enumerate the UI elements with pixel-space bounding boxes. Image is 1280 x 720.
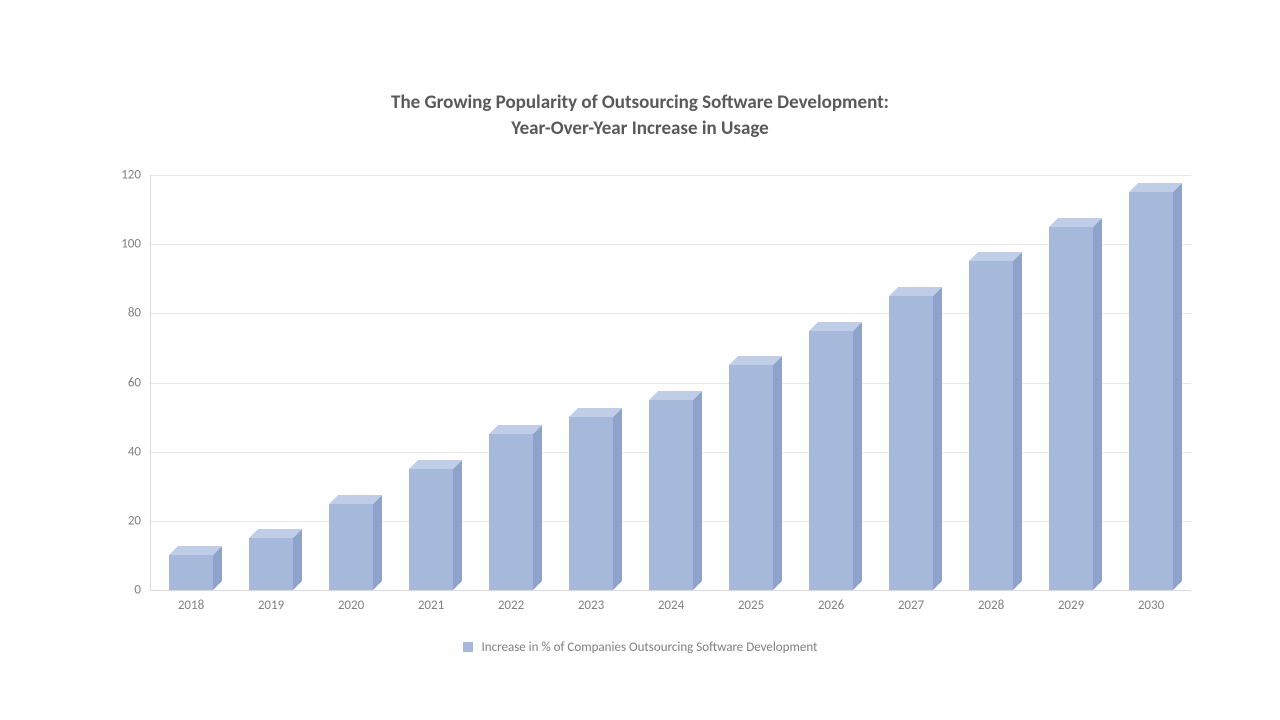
bar-top bbox=[809, 322, 862, 331]
legend-swatch bbox=[463, 642, 473, 652]
x-tick-label: 2026 bbox=[818, 598, 844, 613]
bar bbox=[169, 555, 213, 590]
bar-front bbox=[809, 331, 853, 590]
bar-front bbox=[329, 504, 373, 590]
bar bbox=[409, 469, 453, 590]
gridline bbox=[151, 175, 1191, 176]
x-tick-label: 2022 bbox=[498, 598, 524, 613]
y-tick-label: 120 bbox=[121, 168, 141, 183]
bar-top bbox=[569, 408, 622, 417]
bar-front bbox=[169, 555, 213, 590]
y-tick-label: 60 bbox=[128, 375, 141, 390]
bar bbox=[729, 365, 773, 590]
bar-side bbox=[1013, 252, 1022, 590]
plot-area: 0204060801001202018201920202021202220232… bbox=[150, 175, 1191, 591]
bar-top bbox=[1129, 183, 1182, 192]
gridline bbox=[151, 244, 1191, 245]
y-tick-label: 80 bbox=[128, 306, 141, 321]
bar-side bbox=[933, 287, 942, 590]
x-tick-label: 2029 bbox=[1058, 598, 1084, 613]
legend-label: Increase in % of Companies Outsourcing S… bbox=[482, 640, 818, 655]
x-tick-label: 2025 bbox=[738, 598, 764, 613]
bar bbox=[969, 261, 1013, 590]
y-tick-label: 20 bbox=[128, 513, 141, 528]
bar-side bbox=[293, 529, 302, 590]
bar-side bbox=[1093, 218, 1102, 590]
bar-top bbox=[649, 391, 702, 400]
bar-front bbox=[489, 434, 533, 590]
bar-side bbox=[453, 460, 462, 590]
chart-title-line2: Year-Over-Year Increase in Usage bbox=[511, 117, 769, 140]
x-tick-label: 2019 bbox=[258, 598, 284, 613]
bar bbox=[809, 331, 853, 590]
bar-side bbox=[613, 408, 622, 590]
bar bbox=[1129, 192, 1173, 590]
bar-side bbox=[533, 425, 542, 590]
bar-top bbox=[409, 460, 462, 469]
bar bbox=[569, 417, 613, 590]
y-tick-label: 40 bbox=[128, 444, 141, 459]
bar bbox=[1049, 227, 1093, 590]
bar-front bbox=[1049, 227, 1093, 590]
bar-top bbox=[889, 287, 942, 296]
bar-front bbox=[889, 296, 933, 590]
bar-side bbox=[773, 356, 782, 590]
bar bbox=[489, 434, 533, 590]
gridline bbox=[151, 383, 1191, 384]
gridline bbox=[151, 313, 1191, 314]
bar-top bbox=[329, 495, 382, 504]
bar-front bbox=[729, 365, 773, 590]
legend: Increase in % of Companies Outsourcing S… bbox=[0, 640, 1280, 655]
bar-front bbox=[569, 417, 613, 590]
x-tick-label: 2023 bbox=[578, 598, 604, 613]
bar bbox=[329, 504, 373, 590]
bar-side bbox=[853, 322, 862, 590]
x-tick-label: 2021 bbox=[418, 598, 444, 613]
bar-top bbox=[1049, 218, 1102, 227]
x-tick-label: 2024 bbox=[658, 598, 684, 613]
bar-front bbox=[649, 400, 693, 590]
x-tick-label: 2020 bbox=[338, 598, 364, 613]
bar bbox=[649, 400, 693, 590]
bar-chart: The Growing Popularity of Outsourcing So… bbox=[0, 0, 1280, 720]
x-tick-label: 2028 bbox=[978, 598, 1004, 613]
bar-front bbox=[409, 469, 453, 590]
bar bbox=[889, 296, 933, 590]
bar-side bbox=[693, 391, 702, 590]
x-tick-label: 2027 bbox=[898, 598, 924, 613]
bar-front bbox=[249, 538, 293, 590]
x-tick-label: 2030 bbox=[1138, 598, 1164, 613]
y-tick-label: 100 bbox=[121, 237, 141, 252]
y-tick-label: 0 bbox=[134, 583, 141, 598]
bar-side bbox=[373, 495, 382, 590]
x-tick-label: 2018 bbox=[178, 598, 204, 613]
bar-front bbox=[969, 261, 1013, 590]
bar-side bbox=[1173, 183, 1182, 590]
chart-title-line1: The Growing Popularity of Outsourcing So… bbox=[391, 91, 889, 114]
chart-title: The Growing Popularity of Outsourcing So… bbox=[0, 90, 1280, 141]
bar-front bbox=[1129, 192, 1173, 590]
bar-top bbox=[249, 529, 302, 538]
bar bbox=[249, 538, 293, 590]
bar-top bbox=[729, 356, 782, 365]
